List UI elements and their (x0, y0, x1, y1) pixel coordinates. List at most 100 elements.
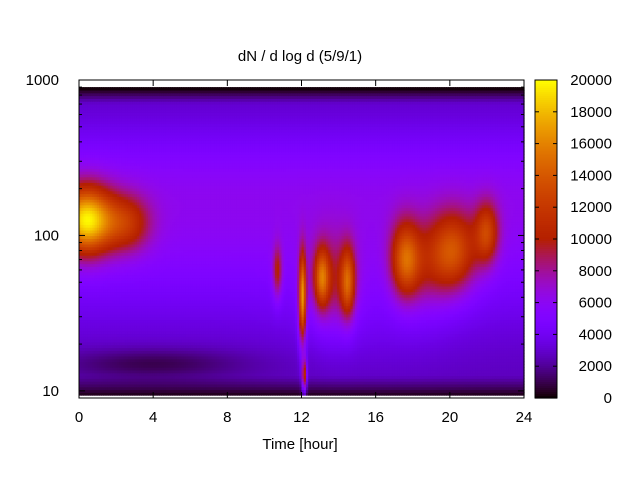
heatmap-cell (199, 389, 202, 393)
heatmap-cell (201, 386, 205, 391)
heatmap-cell (457, 389, 461, 393)
heatmap-cell (163, 386, 167, 391)
heatmap-cell (483, 389, 487, 393)
heatmap-cell (281, 392, 285, 396)
heatmap-cell (92, 392, 96, 396)
heatmap-cell (332, 386, 336, 391)
plot-area (78, 79, 525, 399)
heatmap-cell (383, 392, 387, 396)
heatmap-cell (185, 389, 189, 393)
heatmap-cell (168, 386, 171, 391)
heatmap-cell (352, 389, 356, 393)
chart-title: dN / d log d (5/9/1) (238, 48, 362, 65)
heatmap-cell (308, 389, 311, 393)
heatmap-cell (230, 386, 234, 391)
heatmap-cell (239, 389, 243, 393)
heatmap-cell (503, 389, 507, 393)
heatmap-cell (179, 386, 182, 391)
heatmap-cell (499, 389, 503, 393)
heatmap-cell (374, 386, 378, 391)
heatmap-cell (234, 389, 238, 393)
heatmap-cell (121, 389, 125, 393)
heatmap-cell (127, 392, 131, 396)
heatmap-cell (294, 386, 298, 391)
heatmap-cell (205, 386, 209, 391)
heatmap-cell (154, 389, 158, 393)
heatmap-cell (107, 386, 111, 391)
heatmap-cell (130, 389, 133, 393)
heatmap-cell (305, 386, 309, 391)
heatmap-cell (343, 389, 347, 393)
heatmap-cell (243, 389, 247, 393)
heatmap-cell (92, 389, 96, 393)
heatmap-cell (250, 392, 254, 396)
heatmap-cell (130, 386, 133, 391)
heatmap-cell (265, 386, 269, 391)
heatmap-cell (161, 392, 165, 396)
heatmap-cell (350, 392, 354, 396)
heatmap-cell (257, 386, 260, 391)
heatmap-cell (241, 386, 245, 391)
heatmap-cell (377, 386, 380, 391)
heatmap-cell (223, 389, 227, 393)
heatmap-cell (499, 392, 503, 396)
heatmap-cell (176, 392, 180, 396)
heatmap-cell (372, 386, 376, 391)
heatmap-cell (463, 389, 467, 393)
heatmap-cell (270, 392, 274, 396)
heatmap-cell (103, 392, 107, 396)
heatmap-cell (303, 392, 307, 396)
heatmap-cell (257, 389, 260, 393)
heatmap-cell (112, 392, 116, 396)
heatmap-cell (139, 389, 142, 393)
heatmap-cell (245, 392, 249, 396)
heatmap-cell (214, 389, 218, 393)
heatmap-cell (328, 389, 332, 393)
heatmap-cell (192, 386, 196, 391)
heatmap-cell (417, 392, 421, 396)
heatmap-cell (403, 389, 407, 393)
heatmap-cell (156, 392, 160, 396)
heatmap-cell (492, 389, 496, 393)
heatmap-cell (203, 389, 207, 393)
heatmap-cell (196, 389, 200, 393)
heatmap-cell (312, 386, 316, 391)
heatmap-cell (319, 389, 323, 393)
heatmap-cell (323, 386, 327, 391)
heatmap-cell (168, 392, 171, 396)
heatmap-cell (399, 392, 403, 396)
heatmap-cell (110, 392, 113, 396)
heatmap-cell (223, 392, 227, 396)
heatmap-cell (221, 389, 225, 393)
heatmap-cell (372, 392, 376, 396)
heatmap-cell (123, 389, 127, 393)
heatmap-cell (214, 392, 218, 396)
heatmap-cell (283, 392, 287, 396)
heatmap-cell (294, 392, 298, 396)
heatmap-cell (383, 389, 387, 393)
heatmap-cell (281, 389, 285, 393)
heatmap-cell (414, 392, 418, 396)
heatmap-cell (274, 386, 278, 391)
heatmap-cell (96, 392, 100, 396)
heatmap-cell (370, 392, 374, 396)
heatmap-cell (216, 386, 220, 391)
heatmap-cell (116, 392, 120, 396)
heatmap-cell (168, 389, 171, 393)
heatmap-cell (290, 386, 294, 391)
heatmap-cell (179, 392, 182, 396)
heatmap-cell (283, 386, 287, 391)
heatmap-cell (366, 386, 369, 391)
heatmap-cell (123, 386, 127, 391)
heatmap-cell (310, 386, 314, 391)
heatmap-cell (150, 392, 154, 396)
heatmap-cell (421, 392, 425, 396)
heatmap-cell (403, 392, 407, 396)
heatmap-cell (363, 386, 367, 391)
heatmap-cell (390, 389, 394, 393)
heatmap-cell (225, 389, 229, 393)
heatmap-cell (261, 392, 265, 396)
heatmap-cell (212, 389, 216, 393)
heatmap-cell (116, 389, 120, 393)
heatmap-cell (199, 386, 202, 391)
